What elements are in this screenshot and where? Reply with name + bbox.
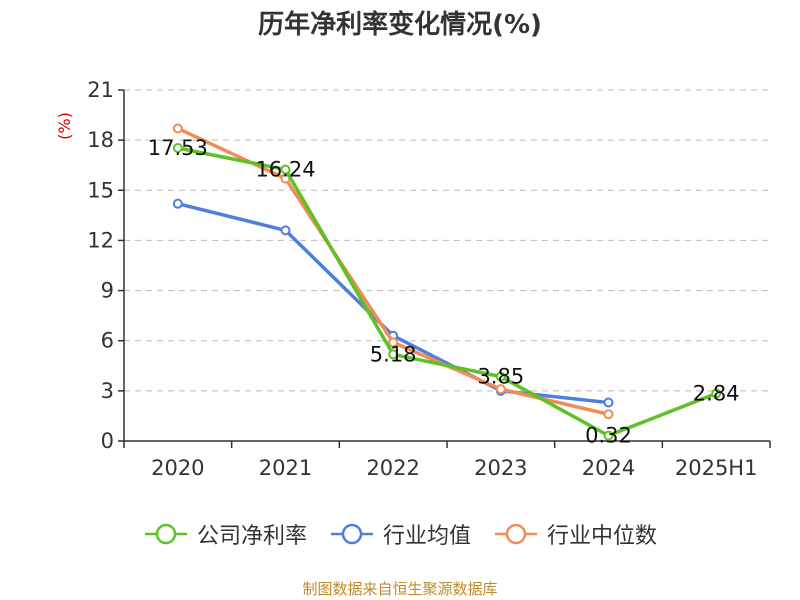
data-label: 0.32 [585,424,632,448]
legend: 公司净利率 行业均值 行业中位数 [0,518,800,550]
grid-lines [124,89,770,392]
data-point [495,371,506,382]
data-label: 17.53 [148,136,208,160]
series-line [177,201,609,405]
data-point [172,123,183,134]
y-tick-label: 0 [101,429,114,453]
y-tick-label: 9 [101,279,114,303]
legend-label: 行业中位数 [547,524,658,549]
data-label: 5.18 [370,342,417,366]
legend-item-industry-median[interactable]: 行业中位数 [493,518,657,550]
x-tick-label: 2023 [474,456,527,480]
data-point [388,349,399,360]
legend-marker-icon [330,523,373,545]
y-axis-unit-label: (%) [55,112,74,140]
x-tick-label: 2025H1 [675,456,758,480]
legend-marker-icon [495,523,537,545]
chart-title: 历年净利率变化情况(%) [258,10,542,40]
legend-label: 行业均值 [382,524,471,549]
y-tick-label: 21 [87,78,114,102]
series-line [177,146,717,438]
data-point [603,430,614,441]
data-point [603,409,614,420]
y-tick-label: 3 [101,379,114,403]
data-point [280,225,291,236]
data-label: 16.24 [255,158,315,182]
x-tick-label: 2024 [582,456,635,480]
legend-item-company[interactable]: 公司净利率 [143,518,307,550]
y-tick-label: 18 [87,128,114,152]
series-line [177,126,609,416]
series-lines [172,123,722,441]
x-tick-label: 2020 [151,456,204,480]
legend-marker-icon [144,523,187,545]
source-note: 制图数据来自恒生聚源数据库 [302,580,498,598]
y-tick-label: 15 [87,178,114,202]
axes: 0 3 6 9 12 15 18 21 2020 2021 2022 2023 2024 2025H1 [87,78,771,480]
data-point [172,198,183,209]
data-point [280,164,291,175]
x-tick-label: 2022 [366,456,419,480]
data-label: 2.84 [693,382,740,406]
data-point [388,337,399,348]
x-tick-label: 2021 [259,456,312,480]
data-point [172,142,183,153]
y-tick-label: 6 [101,329,114,353]
data-label: 3.85 [477,365,524,389]
data-point [711,388,722,399]
legend-item-industry-mean[interactable]: 行业均值 [329,518,471,550]
data-point [603,397,614,408]
data-labels: 17.53 16.24 5.18 3.85 0.32 2.84 [148,136,740,448]
legend-label: 公司净利率 [196,524,307,549]
data-point [495,384,506,395]
y-tick-label: 12 [87,228,114,252]
